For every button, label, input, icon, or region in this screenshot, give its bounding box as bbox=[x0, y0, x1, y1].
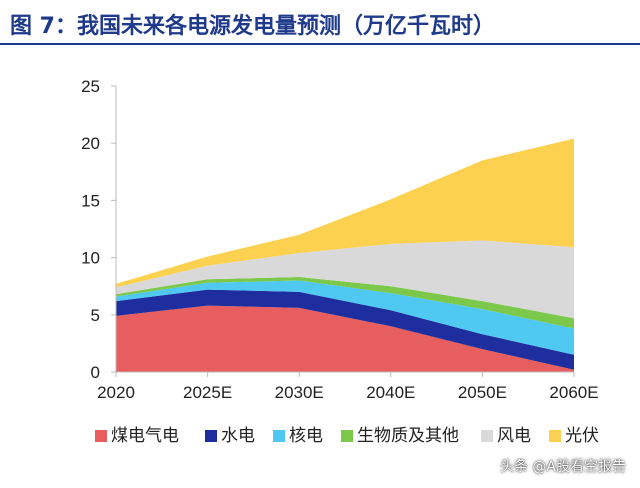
area-coal_gas bbox=[116, 305, 574, 372]
legend-label-coal_gas: 煤电气电 bbox=[111, 426, 179, 446]
y-tick-label: 10 bbox=[81, 249, 100, 268]
area-nuclear bbox=[116, 280, 574, 355]
chart-axes: 0 5 10 15 20 25 2020 2025E 2030E 2040E 2050E 2060E bbox=[81, 77, 599, 402]
y-tick-label: 0 bbox=[91, 363, 100, 382]
legend-swatch-wind bbox=[481, 430, 493, 442]
x-tick-label: 2020 bbox=[97, 383, 135, 402]
x-tick-label: 2040E bbox=[366, 383, 415, 402]
area-bio_other bbox=[116, 277, 574, 329]
chart-legend: 煤电气电 水电 核电 生物质及其他 风电 光伏 bbox=[95, 426, 599, 446]
y-tick-label: 25 bbox=[81, 77, 100, 96]
legend-swatch-bio_other bbox=[341, 430, 353, 442]
watermark: 头条 @A股看空报告 bbox=[499, 459, 626, 475]
legend-swatch-nuclear bbox=[273, 430, 285, 442]
area-layers bbox=[116, 138, 574, 372]
legend-label-hydro: 水电 bbox=[221, 426, 255, 446]
legend-label-solar: 光伏 bbox=[565, 426, 599, 446]
area-solar bbox=[116, 138, 574, 288]
area-wind bbox=[116, 240, 574, 319]
y-tick-label: 5 bbox=[91, 306, 100, 325]
legend-label-nuclear: 核电 bbox=[289, 426, 323, 446]
area-hydro bbox=[116, 289, 574, 370]
x-tick-label: 2060E bbox=[549, 383, 598, 402]
x-tick-label: 2050E bbox=[458, 383, 507, 402]
legend-swatch-hydro bbox=[205, 430, 217, 442]
legend-swatch-solar bbox=[549, 430, 561, 442]
legend-swatch-coal_gas bbox=[95, 430, 107, 442]
legend-label-wind: 风电 bbox=[497, 426, 531, 446]
y-tick-label: 15 bbox=[81, 191, 100, 210]
legend-label-bio_other: 生物质及其他 bbox=[357, 426, 459, 446]
x-tick-label: 2030E bbox=[275, 383, 324, 402]
y-tick-label: 20 bbox=[81, 134, 100, 153]
page-title: 图 7：我国未来各电源发电量预测（万亿千瓦时） bbox=[10, 14, 495, 39]
title-divider bbox=[0, 43, 640, 45]
x-tick-label: 2025E bbox=[183, 383, 232, 402]
